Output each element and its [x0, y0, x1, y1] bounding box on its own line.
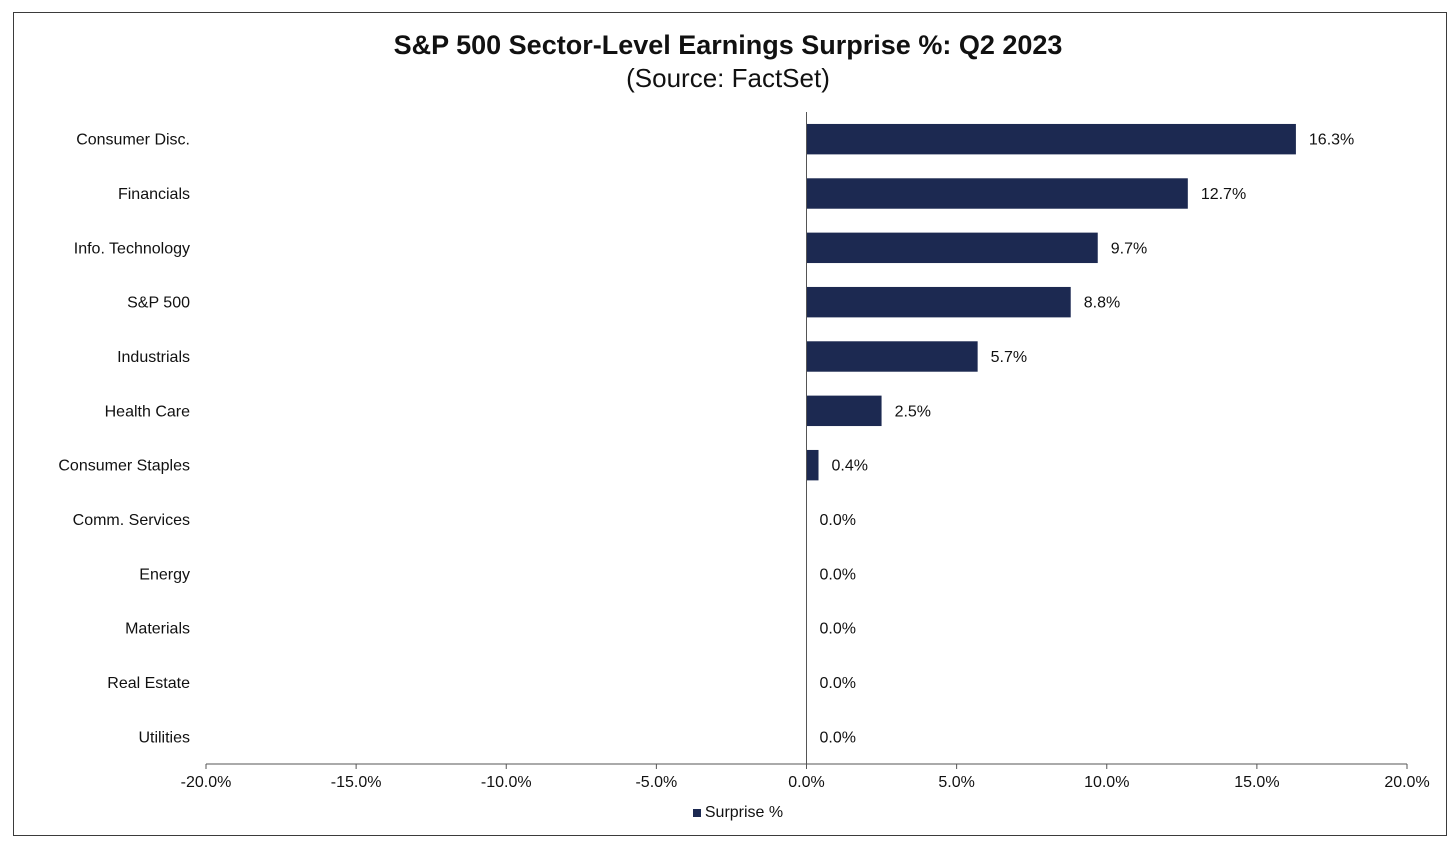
category-label: Consumer Disc.: [76, 132, 190, 149]
bar: [806, 178, 1188, 209]
category-label: Energy: [139, 566, 190, 583]
data-label: 8.8%: [1084, 295, 1120, 312]
chart-title: S&P 500 Sector-Level Earnings Surprise %…: [393, 30, 1063, 60]
x-tick-label: -5.0%: [635, 774, 677, 791]
x-tick-label: 15.0%: [1234, 774, 1279, 791]
data-label: 0.0%: [820, 621, 856, 638]
category-label: Financials: [118, 186, 190, 203]
category-label: Health Care: [105, 403, 190, 420]
bar: [806, 123, 1296, 155]
chart-subtitle: (Source: FactSet): [626, 63, 830, 93]
data-label: 0.0%: [820, 675, 856, 692]
data-label: 2.5%: [895, 403, 931, 420]
category-label: Comm. Services: [73, 512, 190, 529]
legend-label: Surprise %: [704, 804, 784, 821]
data-label: 16.3%: [1309, 132, 1354, 149]
data-label: 5.7%: [991, 349, 1027, 366]
x-tick-label: 0.0%: [788, 774, 824, 791]
legend-item: Surprise %: [692, 804, 784, 822]
category-label: S&P 500: [127, 295, 190, 312]
bar: [806, 395, 882, 427]
category-label: Industrials: [117, 349, 190, 366]
bar: [806, 286, 1071, 318]
legend-swatch: [692, 809, 701, 817]
x-tick-label: -20.0%: [181, 774, 232, 791]
data-label: 0.0%: [820, 512, 856, 529]
data-label: 9.7%: [1111, 240, 1147, 257]
x-tick-label: 5.0%: [938, 774, 974, 791]
category-label: Consumer Staples: [58, 458, 190, 475]
legend: Surprise %: [0, 804, 1456, 822]
data-label: 0.4%: [832, 458, 868, 475]
category-label: Utilities: [138, 729, 190, 746]
category-label: Materials: [125, 621, 190, 638]
x-tick-label: -15.0%: [331, 774, 382, 791]
x-tick-label: 20.0%: [1384, 774, 1429, 791]
data-label: 0.0%: [820, 729, 856, 746]
bar: [806, 232, 1098, 264]
data-label: 0.0%: [820, 566, 856, 583]
x-tick-label: 10.0%: [1084, 774, 1129, 791]
bar: [806, 341, 978, 372]
category-label: Info. Technology: [74, 240, 190, 257]
category-label: Real Estate: [107, 675, 190, 692]
data-label: 12.7%: [1201, 186, 1246, 203]
x-tick-label: -10.0%: [481, 774, 532, 791]
bar: [806, 449, 819, 481]
